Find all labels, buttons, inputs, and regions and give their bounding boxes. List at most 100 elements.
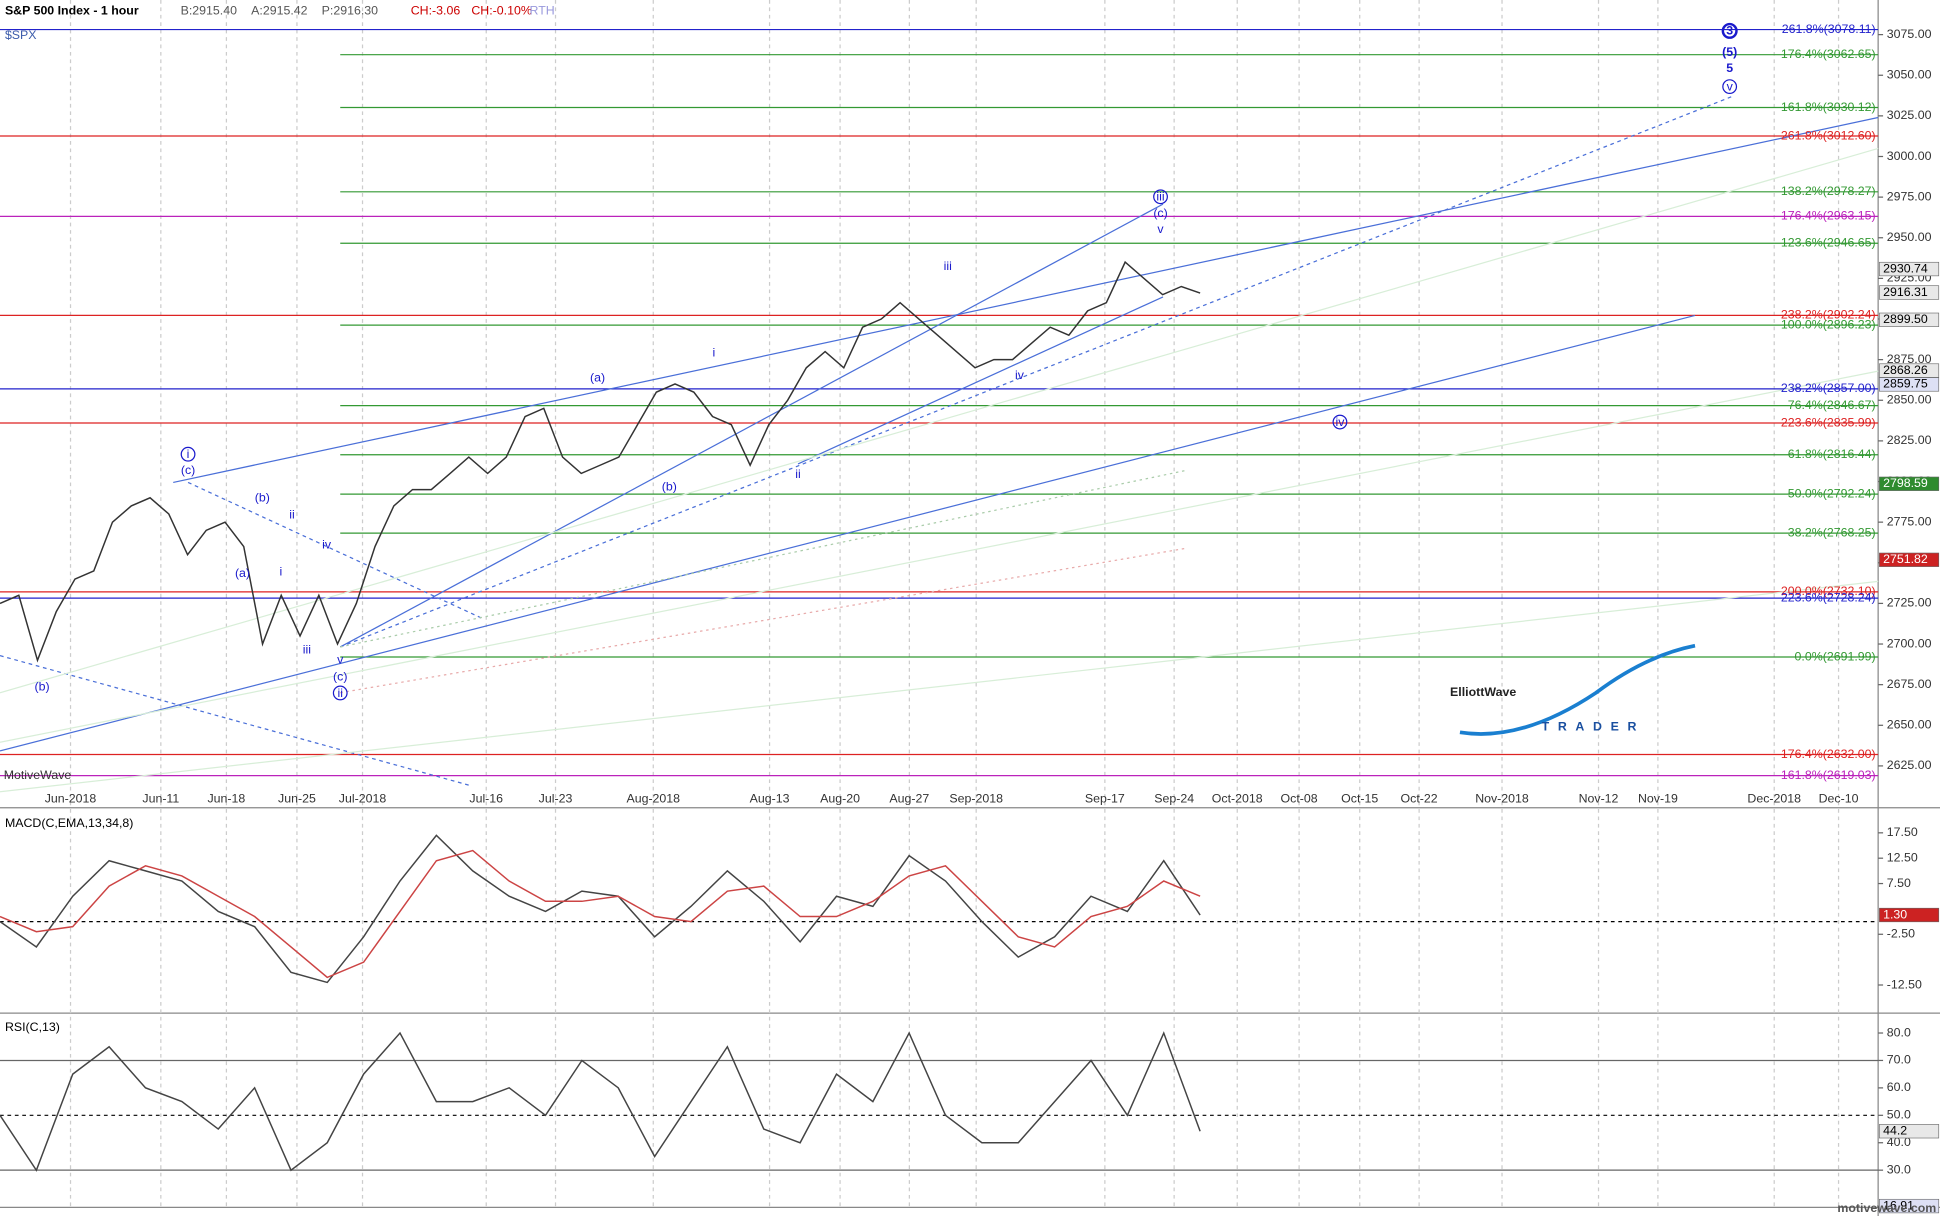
price-badge-label: 2916.31	[1883, 285, 1928, 299]
wave-label: ii	[289, 508, 295, 522]
quote-item: A:2915.42	[251, 3, 307, 17]
y-tick-label: 2775.00	[1887, 514, 1932, 528]
wave-label: ii	[337, 686, 343, 700]
wave-label: iv	[322, 537, 332, 551]
price-badge	[1879, 552, 1940, 567]
wave-label: (b)	[255, 491, 270, 505]
y-tick-label: 40.0	[1887, 1135, 1911, 1149]
y-tick-label: 30.0	[1887, 1162, 1911, 1176]
fib-level-label: 100.0%(2896.23)	[1781, 317, 1876, 331]
y-tick-label: -2.50	[1887, 927, 1915, 941]
trend-line	[797, 296, 1164, 465]
quote-item: CH:-3.06	[411, 3, 461, 17]
wave-label: (a)	[235, 566, 250, 580]
y-tick-label: 2625.00	[1887, 758, 1932, 772]
x-tick-label: Jul-23	[539, 791, 573, 805]
wave-label: iii	[944, 259, 952, 273]
fib-level-label: 176.4%(2632.00)	[1781, 747, 1876, 761]
y-tick-label: 2975.00	[1887, 189, 1932, 203]
wave-circle	[1721, 22, 1738, 39]
wave-label: i	[713, 346, 716, 360]
x-tick-label: Oct-15	[1341, 791, 1378, 805]
price-badge-label: 2899.50	[1883, 312, 1928, 326]
price-badge	[1879, 285, 1940, 300]
wave-label: iii	[1156, 190, 1164, 204]
y-tick-label: 2825.00	[1887, 433, 1932, 447]
fib-level-label: 161.8%(3030.12)	[1781, 100, 1876, 114]
y-tick-label: 3050.00	[1887, 68, 1932, 82]
quote-item: RTH	[530, 3, 555, 17]
fib-level-label: 50.0%(2792.24)	[1788, 486, 1876, 500]
trend-line	[340, 95, 1733, 648]
fib-level-label: 261.8%(3078.11)	[1782, 22, 1876, 36]
y-tick-label: 70.0	[1887, 1053, 1911, 1067]
logo-title: ElliottWave	[1450, 685, 1516, 699]
y-tick-label: 80.0	[1887, 1025, 1911, 1039]
wave-label: iv	[1335, 415, 1345, 429]
price-badge-label: 2930.74	[1883, 261, 1928, 275]
y-tick-label: 50.0	[1887, 1108, 1911, 1122]
x-tick-label: Jun-18	[208, 791, 246, 805]
wave-label: iv	[1015, 368, 1025, 382]
x-tick-label: Aug-13	[750, 791, 790, 805]
y-tick-label: 3075.00	[1887, 27, 1932, 41]
front-layer: Jun-2018 Jun-11 Jun-18 Jun-25 Jul-2018 Jul-16…	[0, 3, 1940, 1214]
x-tick-label: Nov-12	[1579, 791, 1619, 805]
fib-level-label: 161.8%(2619.03)	[1781, 768, 1876, 782]
x-tick-label: Oct-2018	[1212, 791, 1263, 805]
wave-label: i	[279, 565, 282, 579]
x-tick-label: Jul-16	[469, 791, 503, 805]
x-tick-label: Sep-24	[1154, 791, 1194, 805]
y-tick-label: 17.50	[1887, 825, 1918, 839]
fib-level-label: 238.2%(2902.24)	[1781, 308, 1876, 322]
wave-label: (c)	[1153, 206, 1167, 220]
fib-level-label: 38.2%(2768.25)	[1788, 525, 1876, 539]
y-tick-label: 2650.00	[1887, 718, 1932, 732]
x-tick-label: Dec-10	[1819, 791, 1859, 805]
series-line	[0, 1031, 1201, 1172]
wave-label: iii	[303, 643, 311, 657]
logo: ElliottWave TRADER	[1450, 643, 1696, 736]
price-badge-label: 2868.26	[1883, 363, 1928, 377]
price-badge	[1879, 261, 1940, 277]
x-tick-label: Jun-11	[142, 791, 179, 805]
y-tick-label: 2725.00	[1887, 596, 1932, 610]
x-tick-label: Sep-17	[1085, 791, 1125, 805]
trend-line	[340, 469, 1188, 648]
x-tick-label: Jul-2018	[339, 791, 387, 805]
fib-level-label: 61.8%(2816.44)	[1788, 447, 1876, 461]
x-tick-label: Aug-20	[820, 791, 860, 805]
wave-circle	[1153, 189, 1168, 205]
x-tick-label: Aug-27	[889, 791, 929, 805]
price-badge	[1879, 1198, 1940, 1214]
wave-circle	[1722, 79, 1738, 95]
series-line	[0, 849, 1201, 979]
y-tick-label: 3000.00	[1887, 149, 1932, 163]
y-tick-label: 7.50	[1887, 876, 1911, 890]
fib-level-label: 138.2%(2978.27)	[1781, 184, 1876, 198]
logo-subtitle: TRADER	[1542, 720, 1645, 734]
price-badge	[1879, 312, 1940, 327]
series-line	[0, 260, 1201, 663]
wave-label: 5	[1726, 61, 1733, 75]
x-tick-label: Aug-2018	[626, 791, 680, 805]
wave-label: v	[1727, 80, 1734, 94]
price-badge-label: 44.2	[1883, 1123, 1907, 1137]
source: MotiveWave	[4, 768, 72, 782]
y-tick-label: 12.50	[1887, 850, 1918, 864]
price-badge	[1879, 1124, 1940, 1139]
y-tick-label: 2675.00	[1887, 677, 1932, 691]
panel-title: MACD(C,EMA,13,34,8)	[5, 816, 133, 830]
panel-title: RSI(C,13)	[5, 1020, 60, 1034]
fib-level-label: 238.2%(2857.00)	[1781, 381, 1876, 395]
price-badge-label: 2798.59	[1883, 476, 1928, 490]
x-tick-label: Jun-25	[278, 791, 316, 805]
wave-label: (c)	[333, 670, 347, 684]
x-tick-label: Nov-2018	[1475, 791, 1529, 805]
x-tick-label: Oct-08	[1281, 791, 1318, 805]
x-tick-label: Dec-2018	[1747, 791, 1801, 805]
price-badge	[1879, 377, 1940, 392]
wave-label: (b)	[662, 479, 677, 493]
